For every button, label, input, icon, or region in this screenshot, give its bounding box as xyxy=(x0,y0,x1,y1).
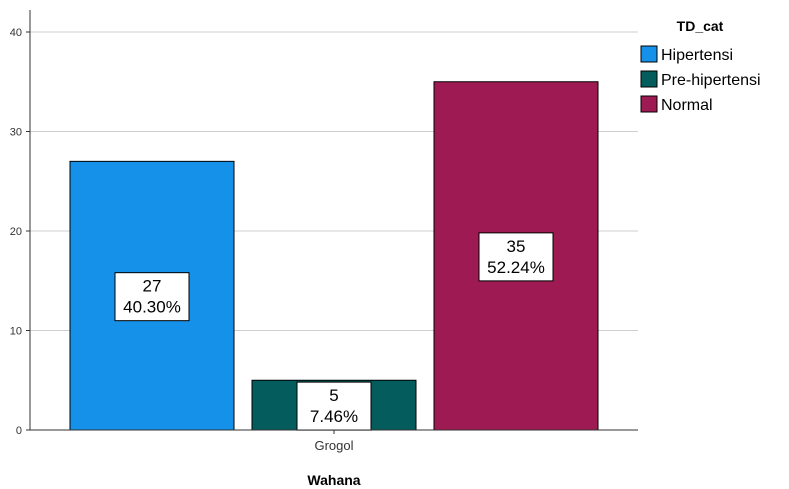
x-axis: Grogol Wahana xyxy=(30,429,638,488)
legend-swatch xyxy=(640,70,658,88)
legend-label: Pre-hipertensi xyxy=(661,72,761,89)
legend-label: Normal xyxy=(661,97,713,114)
data-label-value: 27 xyxy=(143,277,162,296)
x-axis-title: Wahana xyxy=(307,472,360,488)
data-label-percent: 7.46% xyxy=(310,407,358,426)
data-label-percent: 40.30% xyxy=(123,298,181,317)
y-tick-label: 40 xyxy=(10,27,22,39)
data-label-value: 35 xyxy=(507,237,526,256)
y-tick-label: 0 xyxy=(16,425,22,437)
legend-swatch xyxy=(640,45,658,63)
y-tick-label: 30 xyxy=(10,127,22,139)
data-label-value: 5 xyxy=(329,386,338,405)
data-label-box xyxy=(114,272,190,322)
y-axis: 0 10 20 30 40 xyxy=(10,10,31,437)
y-tick-label: 20 xyxy=(10,226,22,238)
legend: TD_cat Hipertensi Pre-hipertensi Normal xyxy=(640,18,761,114)
data-labels: 27 40.30% 5 7.46% 35 52.24% xyxy=(114,232,554,431)
y-tick-label: 10 xyxy=(10,326,22,338)
data-label-box xyxy=(296,381,372,431)
data-label-box xyxy=(478,232,554,282)
legend-label: Hipertensi xyxy=(661,47,733,64)
data-label-percent: 52.24% xyxy=(487,258,545,277)
legend-swatch xyxy=(640,95,658,113)
x-tick-label: Grogol xyxy=(314,438,353,453)
legend-title: TD_cat xyxy=(677,18,724,34)
